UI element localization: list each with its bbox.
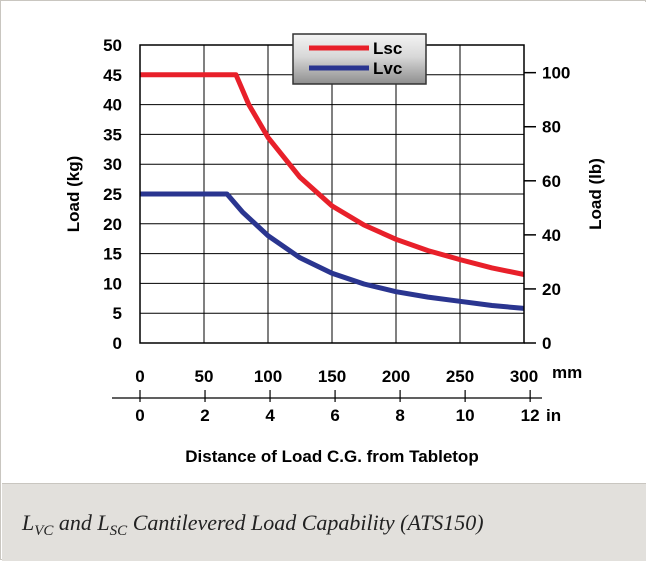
y-tick-label-kg: 10 xyxy=(103,274,122,293)
x-tick-label-in: 4 xyxy=(265,406,275,425)
x-tick-label-mm: 250 xyxy=(446,367,474,386)
y-tick-label-kg: 25 xyxy=(103,185,122,204)
legend-label-lsc: Lsc xyxy=(373,39,402,58)
x-unit-mm: mm xyxy=(552,363,582,382)
x-tick-label-in: 8 xyxy=(395,406,404,425)
y-tick-label-lb: 60 xyxy=(542,172,561,191)
chart-area: 0 5 10 15 20 25 30 35 40 45 50 0 20 40 60 80 100 0 50 100 15… xyxy=(2,2,646,483)
y-axis-title-right: Load (lb) xyxy=(586,158,605,230)
series-line-lvc xyxy=(140,191,525,311)
y-tick-label-lb: 80 xyxy=(542,118,561,137)
y-tick-label-lb: 100 xyxy=(542,64,570,83)
y-tick-label-kg: 30 xyxy=(103,155,122,174)
y-tick-label-kg: 0 xyxy=(113,334,122,353)
x-axis-title: Distance of Load C.G. from Tabletop xyxy=(185,447,478,466)
x-tick-label-mm: 100 xyxy=(254,367,282,386)
series-line-lsc xyxy=(140,72,525,277)
y-tick-label-lb: 40 xyxy=(542,226,561,245)
x-tick-label-mm: 150 xyxy=(318,367,346,386)
x-tick-label-mm: 0 xyxy=(135,367,144,386)
x-tick-label-mm: 200 xyxy=(382,367,410,386)
y-tick-label-kg: 40 xyxy=(103,96,122,115)
x-tick-label-mm: 300 xyxy=(510,367,538,386)
caption-bar: LVC and LSC Cantilevered Load Capability… xyxy=(2,483,646,561)
legend-box xyxy=(292,33,427,85)
y-tick-label-kg: 5 xyxy=(113,304,122,323)
y-tick-label-lb: 0 xyxy=(542,334,551,353)
y-axis-title-left: Load (kg) xyxy=(64,156,83,233)
legend-label-lvc: Lvc xyxy=(373,59,402,78)
y-tick-label-kg: 20 xyxy=(103,215,122,234)
y-tick-label-kg: 45 xyxy=(103,66,122,85)
x-tick-label-in: 0 xyxy=(135,406,144,425)
series-lines xyxy=(140,72,525,311)
x-tick-label-in: 12 xyxy=(521,406,540,425)
x-tick-label-mm: 50 xyxy=(195,367,214,386)
y-tick-label-lb: 20 xyxy=(542,280,561,299)
y-tick-label-kg: 50 xyxy=(103,36,122,55)
y-tick-label-kg: 15 xyxy=(103,245,122,264)
axis-titles: Distance of Load C.G. from Tabletop Load … xyxy=(64,156,605,466)
x-tick-label-in: 10 xyxy=(456,406,475,425)
y-tick-label-kg: 35 xyxy=(103,125,122,144)
x-tick-label-in: 2 xyxy=(200,406,209,425)
x-unit-in: in xyxy=(546,406,561,425)
x-tick-label-in: 6 xyxy=(330,406,339,425)
figure-caption: LVC and LSC Cantilevered Load Capability… xyxy=(22,510,484,539)
